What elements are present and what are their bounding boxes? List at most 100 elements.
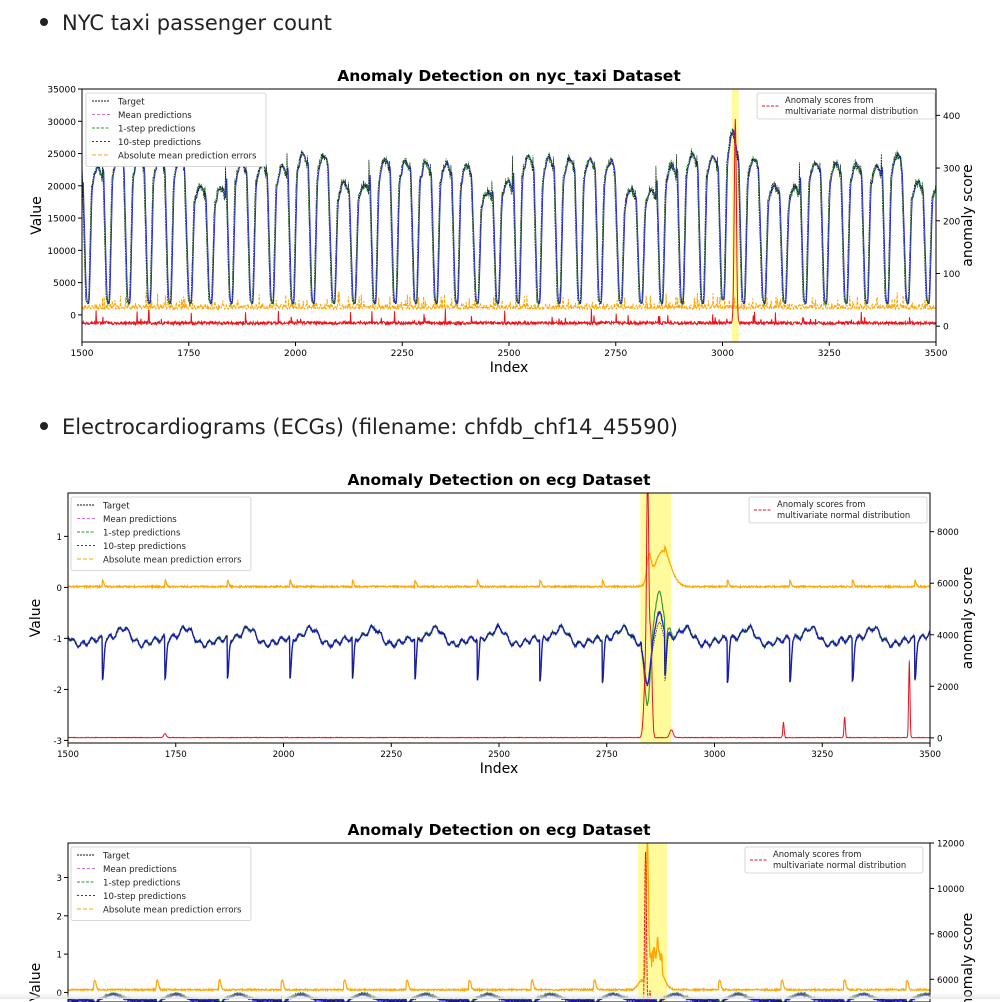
plot-area <box>82 118 936 327</box>
y2-tick-label: 100 <box>943 270 960 280</box>
anomaly-highlight <box>637 843 668 1002</box>
series-target <box>82 128 936 305</box>
x-tick-label: 2750 <box>596 750 618 760</box>
anomaly-highlight <box>731 89 739 342</box>
legend-label: Mean predictions <box>118 111 192 121</box>
y-tick-label: 30000 <box>47 118 76 128</box>
y-tick-label: 25000 <box>47 150 76 160</box>
y2-tick-label: 0 <box>937 734 942 744</box>
bullet-ecg: Electrocardiograms (ECGs) (filename: chf… <box>40 415 678 439</box>
legend-label: Target <box>102 502 130 512</box>
bullet-nyc: NYC taxi passenger count <box>40 11 332 35</box>
y2-tick-label: 6000 <box>937 976 959 986</box>
x-tick-label: 2500 <box>488 750 510 760</box>
legend-label: Target <box>117 98 145 108</box>
x-tick-label: 3500 <box>919 750 941 760</box>
scroll-fade <box>0 993 1000 999</box>
legend-label: Anomaly scores from <box>773 849 861 859</box>
y2-axis-label: anomaly score <box>960 913 976 1002</box>
y-tick-label: 0 <box>57 584 62 594</box>
legend-label: Absolute mean prediction errors <box>118 152 257 162</box>
y2-tick-label: 8000 <box>937 930 959 940</box>
x-tick-label: 2000 <box>273 750 295 760</box>
chart-title: Anomaly Detection on ecg Dataset <box>347 471 651 489</box>
legend-box <box>744 846 924 874</box>
y-tick-label: 1 <box>57 951 62 961</box>
series-target <box>68 621 930 688</box>
x-tick-label: 2250 <box>380 750 402 760</box>
x-axis-label: Index <box>490 360 529 376</box>
x-tick-label: 1750 <box>177 349 200 359</box>
legend-label: 1-step predictions <box>118 125 196 135</box>
series-abs-error <box>68 544 930 590</box>
x-tick-label: 3000 <box>711 349 734 359</box>
legend-label: Target <box>102 852 130 862</box>
bullet-text: NYC taxi passenger count <box>62 11 332 35</box>
y2-tick-label: 10000 <box>937 885 964 895</box>
x-axis-label: Index <box>480 761 519 777</box>
y-tick-label: -1 <box>53 635 62 645</box>
x-tick-label: 3500 <box>925 349 948 359</box>
legend-label: multivariate normal distribution <box>777 510 910 520</box>
legend-label: 10-step predictions <box>118 138 201 148</box>
x-tick-label: 1500 <box>71 349 94 359</box>
y-tick-label: -2 <box>53 686 62 696</box>
x-tick-label: 2250 <box>391 349 414 359</box>
x-tick-label: 1750 <box>165 750 187 760</box>
y2-tick-label: 6000 <box>937 580 959 590</box>
y-tick-label: 35000 <box>47 86 76 96</box>
legend-label: multivariate normal distribution <box>785 106 918 116</box>
x-tick-label: 2000 <box>284 349 307 359</box>
bullet-dot <box>40 18 48 26</box>
legend-box <box>70 846 252 921</box>
y-tick-label: -3 <box>53 737 62 747</box>
bullet-dot <box>40 422 48 430</box>
y-tick-label: 10000 <box>47 247 76 257</box>
legend-label: 1-step predictions <box>103 879 181 889</box>
y-tick-label: 5000 <box>53 279 76 289</box>
legend-left: Target Mean predictions 1-step predictions… <box>85 92 267 167</box>
series-10-step <box>68 610 930 687</box>
series-anomaly-score <box>68 493 930 739</box>
legend-left: Target Mean predictions 1-step predictions… <box>70 496 252 571</box>
legend-label: 10-step predictions <box>103 542 186 552</box>
y-tick-label: 1 <box>57 533 62 543</box>
legend-left: Target Mean predictions 1-step predictions… <box>70 846 252 921</box>
series-abs-error <box>82 291 936 311</box>
legend-label: Absolute mean prediction errors <box>103 906 242 916</box>
y2-tick-label: 2000 <box>937 683 959 693</box>
y-tick-label: 20000 <box>47 182 76 192</box>
x-tick-label: 2750 <box>604 349 627 359</box>
y-axis-label: Value <box>28 599 44 637</box>
y-axis-label: Value <box>29 196 45 234</box>
series-anomaly-score <box>82 118 936 327</box>
y2-tick-label: 8000 <box>937 528 959 538</box>
y2-tick-label: 0 <box>943 323 949 333</box>
x-tick-label: 3250 <box>811 750 833 760</box>
legend-label: Absolute mean prediction errors <box>103 556 242 566</box>
chart-nyc-taxi: Anomaly Detection on nyc_taxi Dataset 150… <box>29 67 976 376</box>
x-tick-label: 2500 <box>498 349 521 359</box>
y2-tick-label: 200 <box>943 217 960 227</box>
y2-tick-label: 400 <box>943 112 960 122</box>
anomaly-highlight <box>640 493 672 743</box>
series-1-step <box>68 590 930 707</box>
legend-box <box>85 92 267 167</box>
legend-box <box>70 496 252 571</box>
y2-tick-label: 4000 <box>937 631 959 641</box>
legend-label: 1-step predictions <box>103 529 181 539</box>
bullet-text: Electrocardiograms (ECGs) (filename: chf… <box>62 415 678 439</box>
legend-label: Mean predictions <box>103 515 177 525</box>
y2-tick-label: 12000 <box>937 840 964 850</box>
y2-tick-label: 300 <box>943 165 960 175</box>
legend-label: 10-step predictions <box>103 892 186 902</box>
legend-label: Anomaly scores from <box>777 499 865 509</box>
legend-box <box>748 496 928 524</box>
legend-label: multivariate normal distribution <box>773 860 906 870</box>
y-tick-label: 2 <box>57 912 62 922</box>
chart-ecg-2: Anomaly Detection on ecg Dataset01236000… <box>28 821 976 1002</box>
chart-title: Anomaly Detection on ecg Dataset <box>347 821 651 839</box>
y-tick-label: 15000 <box>47 215 76 225</box>
